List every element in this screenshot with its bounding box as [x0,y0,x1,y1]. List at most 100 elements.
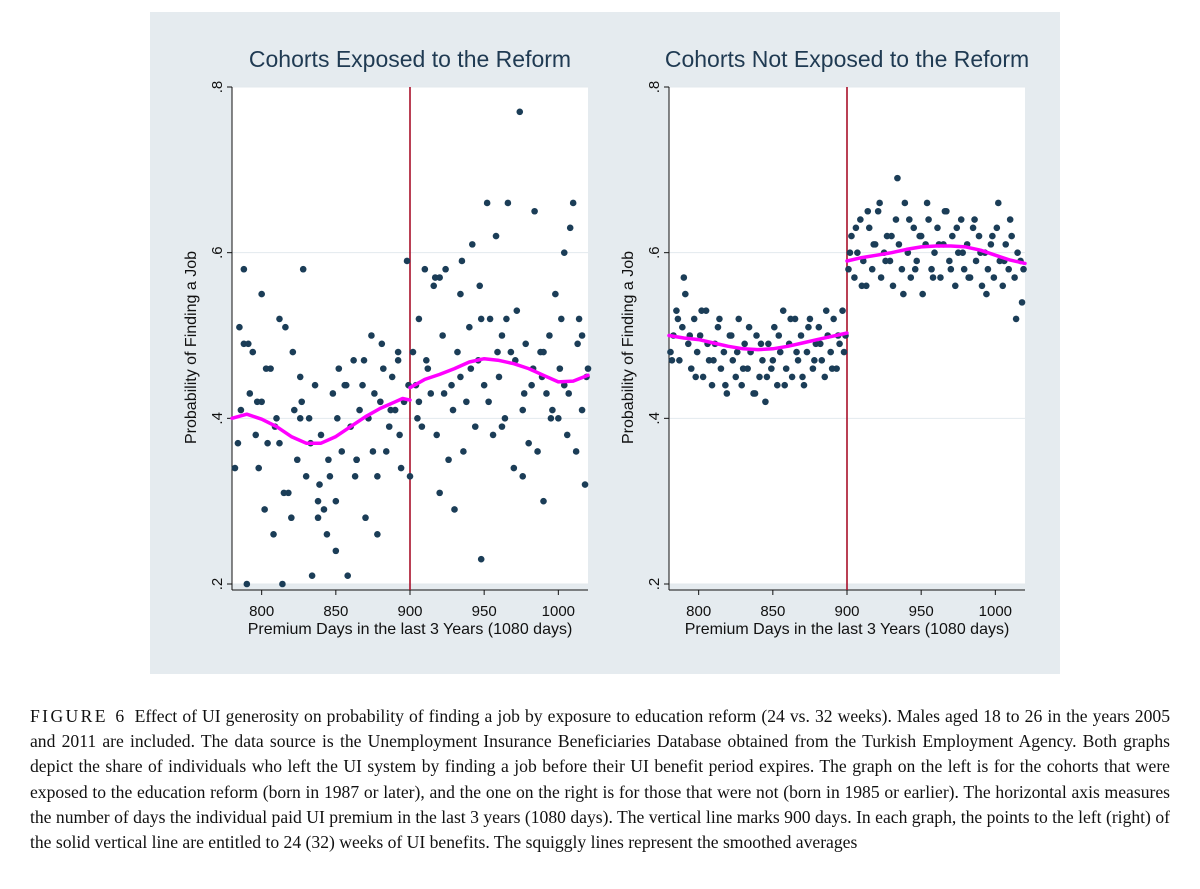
panel-2-data-point [673,307,680,314]
panel-1-data-point [240,265,248,273]
panel-2-data-point [698,307,705,314]
panel-2-data-point [757,340,765,348]
panel-2-data-point [763,373,771,381]
panel-2-data-point [845,265,852,273]
panel-2-x-tick-label: 900 [834,603,859,620]
panel-1-data-point [338,448,346,455]
panel-1-data-point [296,415,304,422]
panel-1-data-point [282,323,289,331]
panel-1-data-point [466,323,473,331]
panel-2-data-point [732,373,740,381]
panel-2-data-point [676,357,683,364]
panel-2-data-point [1020,265,1027,273]
panel-2-data-point [687,365,695,372]
panel-1-data-point [293,456,301,464]
panel-2-data-point [716,315,723,323]
panel-2-data-point [877,274,885,281]
panel-1-data-point [458,257,466,265]
panel-1-title: Cohorts Exposed to the Reform [249,46,571,72]
panel-1-x-tick-label: 950 [472,603,497,620]
panel-1-data-point [584,365,592,372]
panel-1-data-point [397,464,405,472]
panel-1-smoothed-line [230,396,412,445]
figure-panel: .2 .4 .6 .8 800 850 900 950 1000 Cohorts Exposed … [150,12,1060,674]
panel-2-data-point [782,365,790,372]
panel-2-data-point [745,323,753,331]
panel-2-data-point [852,224,860,232]
panel-2-data-point [799,373,806,381]
panel-1-data-point [546,332,553,339]
panel-2-data-point [947,265,955,273]
panel-1-data-point [560,381,568,389]
panel-2-data-point [771,323,778,331]
panel-2-data-point [910,224,918,232]
panel-2-data-point [898,265,906,273]
panel-2-data-point [941,207,949,215]
panel-2-data-point [788,373,796,381]
panel-1-data-point [519,473,527,480]
panel-2-data-point [840,348,848,356]
panel-1-data-point [374,473,381,480]
panel-1-data-point [427,390,435,397]
panel-1-data-point [433,431,441,439]
panel-2-data-point [846,249,854,256]
panel-2-data-point [946,257,953,265]
panel-2-data-point [806,315,814,323]
panel-1-data-point [296,373,304,381]
panel-2-data-point [751,390,759,397]
panel-1-data-point [507,348,515,356]
panel-2-data-point [889,282,897,290]
panel-1-data-point [305,415,313,422]
panel-1-data-point [236,323,243,331]
panel-2-data-point [969,224,977,232]
panel-2-data-point [710,357,717,364]
panel-2-data-point [811,357,818,364]
panel-1-data-point [560,249,568,256]
panel-1-data-point [371,390,378,397]
panel-2-smoothed-line [845,244,1027,266]
panel-1-data-point [578,332,586,339]
panel-2-data-point [722,381,729,389]
panel-2-data-point [739,365,747,372]
caption-label: FIGURE 6 [30,706,127,726]
panel-2-data-point [682,290,689,298]
panel-2-data-point [809,365,817,372]
panel-2-data-point [769,357,777,364]
panel-1-data-point [314,514,322,522]
panel-2-data-point [817,340,824,348]
panel-2-data-point [999,282,1007,290]
panel-2-data-point [679,323,686,331]
panel-2-data-point [870,241,877,248]
panel-1-data-point [332,547,340,555]
panel-2-data-point [720,348,728,356]
panel-1-data-point [549,406,556,414]
panel-2-data-point [699,373,707,381]
panel-2-data-point [911,265,919,273]
panel-2-data-point [858,282,866,290]
panel-1-data-point [262,365,270,372]
panel-1-y-tick-label: .4 [209,412,226,425]
panel-1-data-point [253,398,261,406]
panel-2-data-point [949,232,956,240]
panel-2-data-point [1011,274,1018,281]
panel-1-data-point [457,290,464,298]
panel-2-data-point [708,381,716,389]
panel-1-data-point [540,497,547,505]
panel-1-smoothed-line [408,356,590,390]
panel-1-x-tick-label: 1000 [542,603,575,620]
panel-2-data-point [888,232,895,240]
panel-1-data-point [323,531,331,538]
panel-2-data-point [733,348,741,356]
panel-1-data-point [264,439,271,447]
panel-1-data-point [382,448,390,455]
panel-2-data-point [984,265,992,273]
panel-2-data-point [787,315,794,323]
panel-2-x-axis-label: Premium Days in the last 3 Years (1080 d… [685,621,1010,638]
panel-1-data-point [522,340,529,348]
panel-2-y-tick-label: .6 [646,246,663,259]
panel-1-data-point [513,307,521,314]
panel-1-data-point [325,456,332,464]
panel-1-data-point [477,555,485,563]
panel-1-data-point [415,398,423,406]
panel-1-data-point [356,406,363,414]
